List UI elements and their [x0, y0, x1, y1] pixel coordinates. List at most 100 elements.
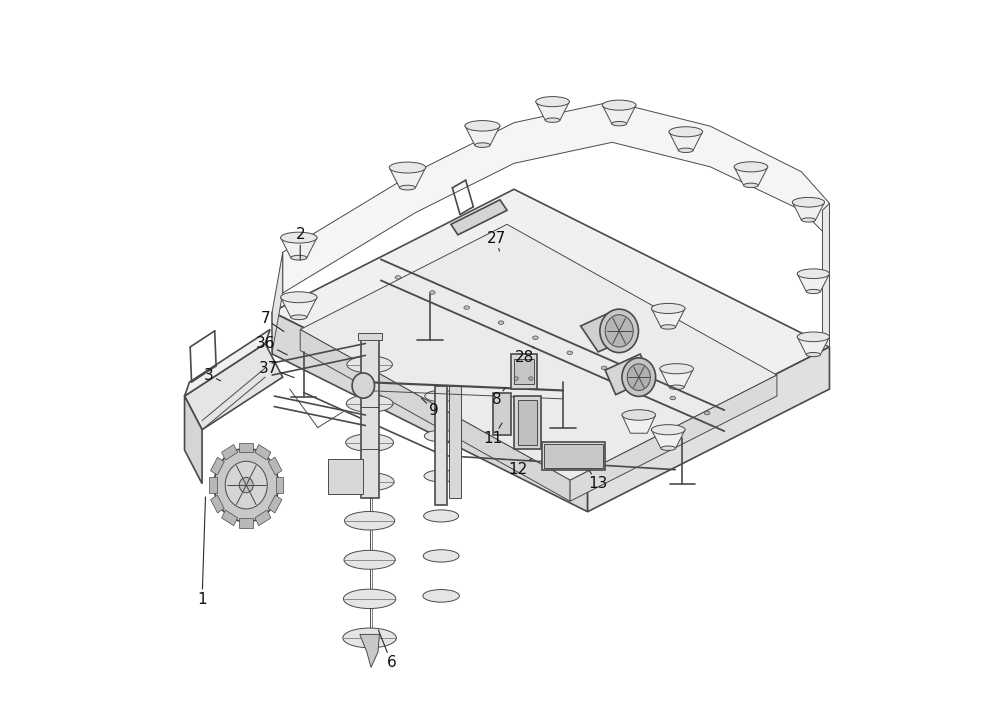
Polygon shape [268, 495, 282, 513]
Ellipse shape [225, 461, 267, 509]
Ellipse shape [389, 162, 426, 173]
Polygon shape [209, 477, 217, 493]
Polygon shape [588, 347, 829, 512]
Text: 37: 37 [259, 360, 294, 378]
Ellipse shape [425, 390, 458, 402]
Ellipse shape [669, 127, 703, 137]
Ellipse shape [423, 590, 459, 602]
Polygon shape [465, 125, 500, 145]
Ellipse shape [612, 121, 627, 126]
Polygon shape [281, 297, 317, 318]
Ellipse shape [533, 336, 538, 339]
Ellipse shape [660, 364, 693, 374]
Ellipse shape [291, 255, 307, 260]
Ellipse shape [536, 97, 569, 107]
Bar [435, 386, 447, 505]
Bar [511, 354, 537, 389]
Polygon shape [211, 495, 224, 513]
Text: 9: 9 [421, 398, 438, 418]
Ellipse shape [704, 411, 710, 415]
Ellipse shape [622, 409, 656, 420]
Ellipse shape [678, 148, 693, 153]
Bar [361, 336, 379, 498]
Ellipse shape [395, 275, 401, 279]
Ellipse shape [399, 185, 415, 190]
Ellipse shape [345, 512, 395, 530]
Polygon shape [570, 375, 777, 501]
Polygon shape [622, 415, 656, 433]
Ellipse shape [651, 304, 685, 313]
Text: 8: 8 [492, 388, 505, 407]
Ellipse shape [622, 358, 656, 396]
Ellipse shape [806, 290, 820, 294]
Bar [544, 444, 603, 468]
Polygon shape [734, 167, 768, 185]
Ellipse shape [600, 309, 638, 353]
Ellipse shape [424, 430, 458, 442]
Ellipse shape [281, 232, 317, 243]
Text: 3: 3 [204, 367, 221, 383]
Polygon shape [276, 477, 283, 493]
Ellipse shape [281, 292, 317, 303]
Polygon shape [792, 203, 825, 220]
Ellipse shape [239, 477, 253, 493]
Text: 27: 27 [487, 231, 506, 251]
Ellipse shape [670, 396, 676, 400]
Polygon shape [651, 430, 685, 448]
Bar [449, 386, 461, 498]
Polygon shape [268, 457, 282, 475]
Polygon shape [211, 457, 224, 475]
Polygon shape [283, 102, 829, 293]
Polygon shape [281, 238, 317, 258]
Polygon shape [222, 510, 238, 526]
Ellipse shape [801, 218, 816, 222]
Ellipse shape [661, 446, 676, 451]
Ellipse shape [797, 332, 829, 341]
Polygon shape [602, 105, 636, 123]
Polygon shape [651, 308, 685, 327]
Polygon shape [185, 396, 202, 484]
Ellipse shape [346, 395, 393, 412]
Ellipse shape [424, 510, 459, 522]
Ellipse shape [792, 198, 825, 207]
Ellipse shape [430, 291, 435, 294]
Ellipse shape [734, 162, 768, 172]
Polygon shape [669, 132, 703, 150]
Ellipse shape [514, 376, 518, 380]
Text: 1: 1 [197, 497, 207, 607]
Polygon shape [389, 168, 426, 188]
Bar [518, 400, 537, 445]
Polygon shape [328, 459, 363, 494]
Bar [358, 333, 382, 340]
Polygon shape [360, 634, 379, 667]
Polygon shape [581, 310, 633, 352]
Ellipse shape [498, 321, 504, 325]
Ellipse shape [806, 353, 820, 357]
Polygon shape [255, 510, 271, 526]
Ellipse shape [627, 364, 650, 390]
Text: 28: 28 [515, 347, 534, 365]
Polygon shape [272, 189, 829, 470]
Ellipse shape [545, 118, 560, 123]
Polygon shape [239, 443, 253, 451]
Polygon shape [239, 519, 253, 527]
Ellipse shape [343, 589, 396, 608]
Ellipse shape [465, 121, 500, 131]
Ellipse shape [797, 269, 829, 278]
Ellipse shape [344, 550, 395, 569]
Ellipse shape [744, 183, 758, 188]
Bar [542, 442, 605, 470]
Polygon shape [185, 329, 270, 396]
Ellipse shape [423, 550, 459, 562]
Text: 2: 2 [295, 227, 305, 260]
Ellipse shape [636, 381, 641, 385]
Polygon shape [797, 337, 829, 355]
Ellipse shape [669, 385, 684, 390]
Bar [514, 359, 534, 384]
Text: 6: 6 [378, 630, 396, 670]
Polygon shape [222, 444, 238, 460]
Ellipse shape [345, 472, 394, 491]
Polygon shape [185, 343, 283, 430]
Ellipse shape [602, 100, 636, 110]
Text: 12: 12 [508, 458, 531, 477]
